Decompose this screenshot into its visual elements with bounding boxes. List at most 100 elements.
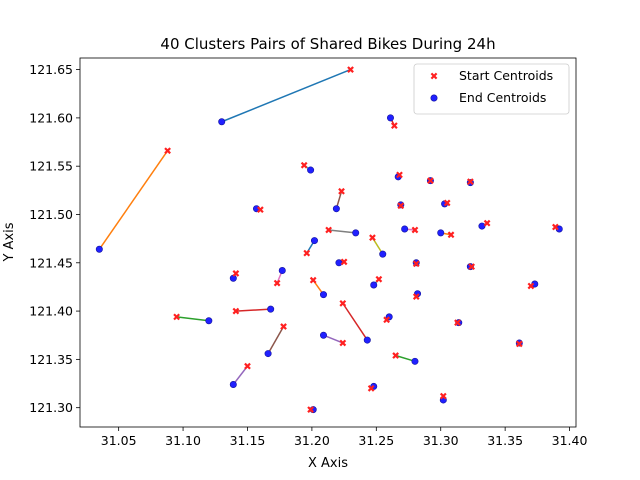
start-centroid-point — [412, 293, 420, 300]
y-tick-label: 121.60 — [29, 110, 73, 125]
start-centroid-point — [173, 313, 181, 321]
x-tick-label: 31.10 — [165, 433, 201, 448]
x-tick-label: 31.30 — [423, 433, 459, 448]
pair-line — [342, 302, 368, 341]
end-centroid-point — [335, 259, 343, 267]
start-centroid-point — [367, 384, 375, 392]
end-centroid-point — [319, 331, 327, 339]
end-centroid-point — [205, 317, 213, 325]
x-axis-ticks: 31.05 31.10 31.15 31.20 31.25 31.30 31.35 31.40 — [101, 427, 588, 448]
end-centroid-point — [352, 229, 360, 237]
end-centroid-point — [218, 118, 226, 126]
start-centroid-point — [339, 339, 347, 347]
y-tick-label: 121.45 — [29, 255, 73, 270]
y-tick-label: 121.65 — [29, 62, 73, 77]
legend: Start Centroids End Centroids — [413, 63, 570, 115]
pair-line — [328, 229, 356, 234]
start-centroid-point — [369, 234, 376, 242]
start-centroid-point — [309, 276, 317, 284]
y-tick-label: 121.35 — [29, 352, 73, 367]
end-centroid-point — [363, 336, 371, 344]
start-centroid-point — [347, 66, 354, 73]
end-centroid-point — [437, 229, 445, 237]
x-tick-label: 31.40 — [552, 433, 588, 448]
start-centroid-point — [164, 147, 171, 155]
end-centroid-point — [411, 357, 419, 365]
x-axis-label: X Axis — [308, 456, 348, 471]
legend-start-marker — [430, 72, 438, 80]
pair-line — [267, 326, 285, 354]
start-centroid-point — [300, 161, 308, 169]
pair-line — [235, 308, 271, 312]
start-centroid-point — [383, 316, 390, 324]
start-centroid-point — [397, 202, 405, 210]
start-centroid-point — [447, 231, 455, 239]
legend-box — [413, 63, 570, 115]
start-centroid-point — [396, 171, 403, 179]
legend-end-dot — [430, 94, 438, 102]
x-tick-label: 31.05 — [101, 433, 137, 448]
legend-end-marker — [430, 94, 438, 102]
end-centroid-point — [401, 225, 409, 233]
start-centroid-point — [392, 352, 400, 359]
y-tick-label: 121.40 — [29, 304, 73, 319]
chart-title: 40 Clusters Pairs of Shared Bikes During… — [160, 35, 495, 53]
end-centroid-point — [307, 166, 315, 174]
y-tick-label: 121.50 — [29, 207, 73, 222]
start-centroid-point — [338, 187, 345, 195]
end-centroid-point — [267, 305, 275, 313]
end-centroid-point — [264, 350, 272, 358]
end-centroid-point — [310, 237, 318, 245]
pair-line — [98, 150, 169, 250]
start-centroid-point — [232, 307, 240, 315]
x-tick-label: 31.25 — [358, 433, 394, 448]
legend-start-label: Start Centroids — [459, 68, 553, 83]
start-centroid-point — [443, 199, 451, 207]
start-centroid-point — [411, 226, 419, 234]
y-tick-label: 121.30 — [29, 400, 73, 415]
plot-frame — [79, 57, 577, 428]
start-centroid-point — [307, 406, 314, 413]
pair-line — [221, 68, 351, 123]
end-centroid-point — [332, 205, 340, 213]
start-centroid-point — [427, 177, 434, 185]
end-centroid-point — [319, 291, 327, 299]
end-centroid-point — [370, 281, 378, 289]
start-centroid-point — [256, 206, 264, 214]
pair-line — [232, 365, 249, 385]
x-tick-label: 31.20 — [294, 433, 330, 448]
start-centroid-point — [412, 260, 420, 268]
pair-line — [176, 316, 209, 322]
y-axis-ticks: 121.30 121.35 121.40 121.45 121.50 121.55 121.… — [29, 62, 80, 415]
start-centroid-point — [527, 282, 535, 290]
x-tick-label: 31.35 — [487, 433, 523, 448]
start-centroid-point — [390, 122, 398, 129]
end-centroid-point — [278, 267, 286, 275]
start-centroid-point — [325, 226, 333, 234]
start-centroid-point — [339, 299, 347, 307]
start-centroid-point — [340, 258, 348, 266]
legend-end-label: End Centroids — [459, 90, 546, 105]
start-centroid-point — [483, 219, 491, 227]
start-centroid-point — [468, 263, 476, 271]
y-tick-label: 121.55 — [29, 159, 73, 174]
end-centroid-point — [95, 245, 103, 253]
legend-start-cross — [430, 72, 438, 80]
end-centroid-point — [478, 222, 486, 230]
plot-area — [80, 58, 576, 427]
end-centroid-point — [379, 250, 387, 258]
end-centroid-point — [229, 380, 237, 388]
start-centroid-point — [466, 178, 474, 186]
start-centroid-point — [375, 275, 383, 283]
start-centroid-point — [280, 323, 287, 330]
start-markers — [164, 66, 559, 413]
start-centroid-point — [273, 279, 281, 287]
end-centroid-point — [386, 114, 394, 122]
x-tick-label: 31.15 — [230, 433, 266, 448]
start-centroid-point — [552, 223, 559, 231]
start-centroid-point — [439, 392, 447, 400]
y-axis-label: Y Axis — [2, 222, 17, 262]
start-centroid-point — [244, 362, 251, 370]
start-centroid-point — [515, 340, 523, 348]
